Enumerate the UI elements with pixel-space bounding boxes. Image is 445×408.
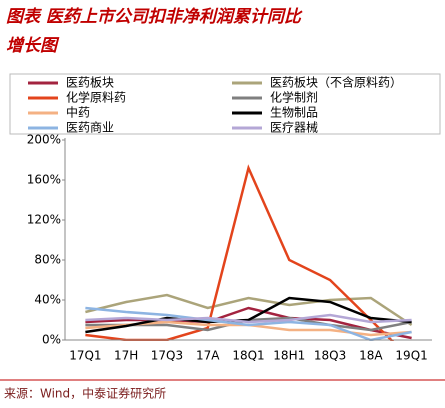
legend-box	[9, 73, 441, 135]
x-tick-label: 17A	[196, 349, 220, 363]
y-tick-label: 0%	[42, 333, 61, 347]
y-tick-label: 40%	[34, 293, 61, 307]
series-line	[85, 306, 412, 340]
source: 来源：Wind，中泰证券研究所	[4, 386, 166, 401]
legend-label: 中药	[66, 105, 90, 120]
x-tick-label: 19Q1	[395, 349, 427, 363]
y-tick-label: 200%	[27, 133, 61, 147]
legend-label: 医药板块	[66, 76, 114, 90]
x-tick-label: 17Q1	[69, 349, 101, 363]
series-line	[85, 164, 395, 341]
y-tick-label: 80%	[34, 253, 61, 267]
x-tick-label: 17H	[114, 349, 138, 363]
series-line	[85, 293, 413, 327]
series-line	[85, 313, 412, 324]
y-tick-label: 120%	[27, 213, 61, 227]
y-tick-label: 160%	[27, 173, 61, 187]
x-tick-label: 18Q3	[314, 349, 346, 363]
x-tick-label: 17Q3	[151, 349, 183, 363]
x-tick-label: 18H1	[273, 349, 305, 363]
legend-label: 生物制品	[270, 106, 318, 120]
series-line	[85, 296, 412, 334]
x-tick-label: 18A	[359, 349, 383, 363]
legend-label: 医药商业	[66, 120, 114, 135]
series-line	[85, 306, 412, 341]
legend-label: 化学制剂	[270, 90, 318, 105]
chart-title: 增长图	[6, 36, 60, 56]
chart-title: 图表 医药上市公司扣非净利润累计同比	[6, 7, 303, 27]
plot-area	[85, 164, 413, 341]
legend-label: 化学原料药	[66, 90, 126, 105]
legend-label: 医疗器械	[270, 120, 318, 135]
x-tick-label: 18Q1	[232, 349, 264, 363]
legend-label: 医药板块（不含原料药）	[270, 75, 402, 90]
